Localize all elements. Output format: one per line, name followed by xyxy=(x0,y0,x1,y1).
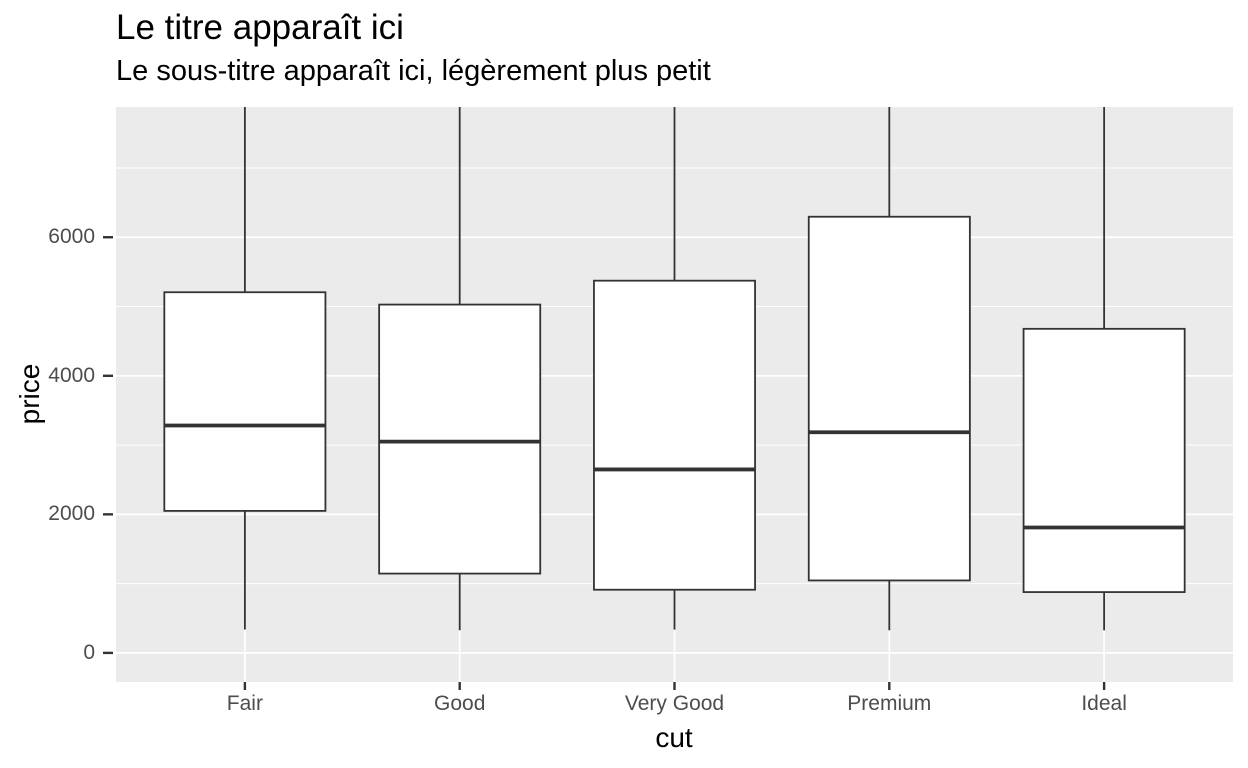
y-tick-label-4000: 4000 xyxy=(48,363,95,387)
box-2 xyxy=(593,279,756,591)
y-tick-label-2000: 2000 xyxy=(48,502,95,526)
x-tick-label-premium: Premium xyxy=(847,692,932,715)
y-tick-label-6000: 6000 xyxy=(48,225,95,249)
box-3 xyxy=(807,215,971,582)
x-tick-label-fair: Fair xyxy=(226,692,263,715)
box-0 xyxy=(163,291,327,512)
x-axis-title: cut xyxy=(655,722,693,753)
box-4 xyxy=(1022,327,1186,593)
x-tick-label-very-good: Very Good xyxy=(624,692,725,715)
x-tick-label-good: Good xyxy=(434,692,486,715)
plot-subtitle: Le sous-titre apparaît ici, légèrement p… xyxy=(116,55,711,87)
x-tick-label-ideal: Ideal xyxy=(1081,692,1127,715)
box-1 xyxy=(378,303,542,575)
y-tick-label-0: 0 xyxy=(83,640,95,664)
plot-title: Le titre apparaît ici xyxy=(116,8,404,47)
